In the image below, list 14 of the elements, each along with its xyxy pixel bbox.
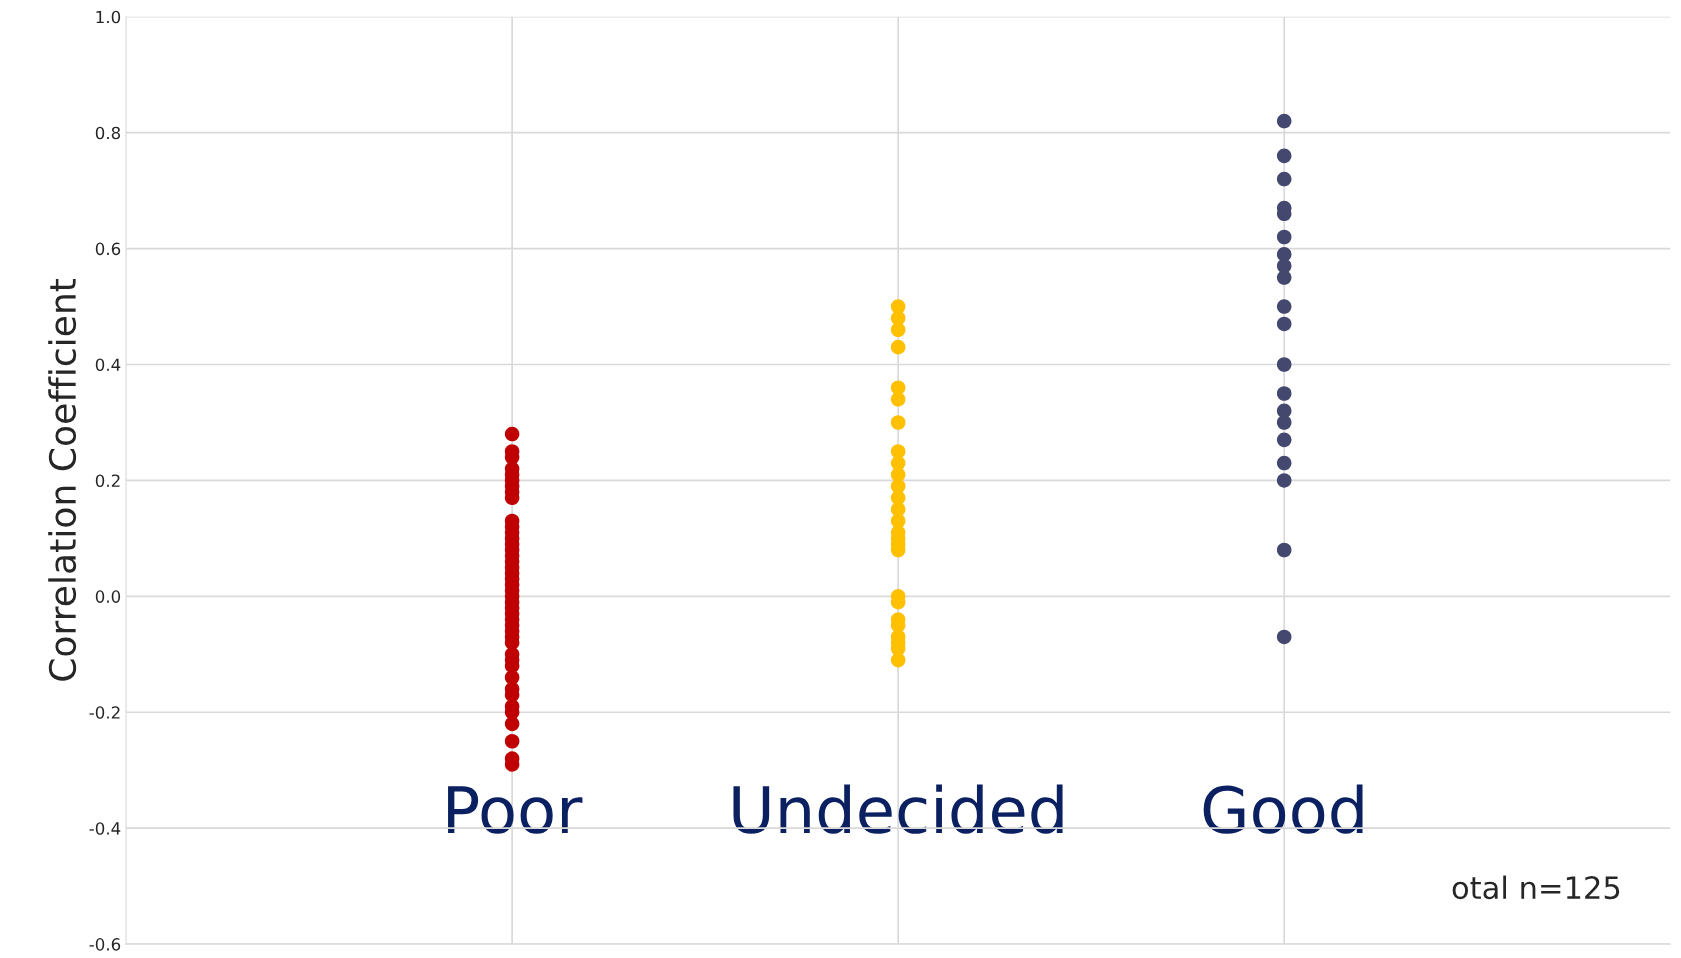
y-tick-label: 1.0 [96, 10, 121, 24]
x-tick-label: Poor [448, 786, 583, 834]
annotation: otal n=125 [1452, 875, 1620, 900]
y-axis-title: Correlation Coefficient [48, 278, 77, 681]
y-tick-label: 0.8 [95, 126, 121, 140]
y-tick-label: -0.4 [89, 822, 121, 835]
y-tick-label: 0.4 [95, 358, 121, 372]
x-tick-label: Good [1203, 784, 1363, 834]
y-tick-label: -0.6 [89, 938, 121, 951]
x-tick-label: Undecided [733, 784, 1063, 834]
y-tick-label: 0.6 [95, 242, 121, 256]
y-tick-label: 0.0 [95, 590, 121, 603]
y-tick-label: 0.2 [95, 474, 120, 488]
y-tick-label: -0.2 [89, 706, 120, 719]
